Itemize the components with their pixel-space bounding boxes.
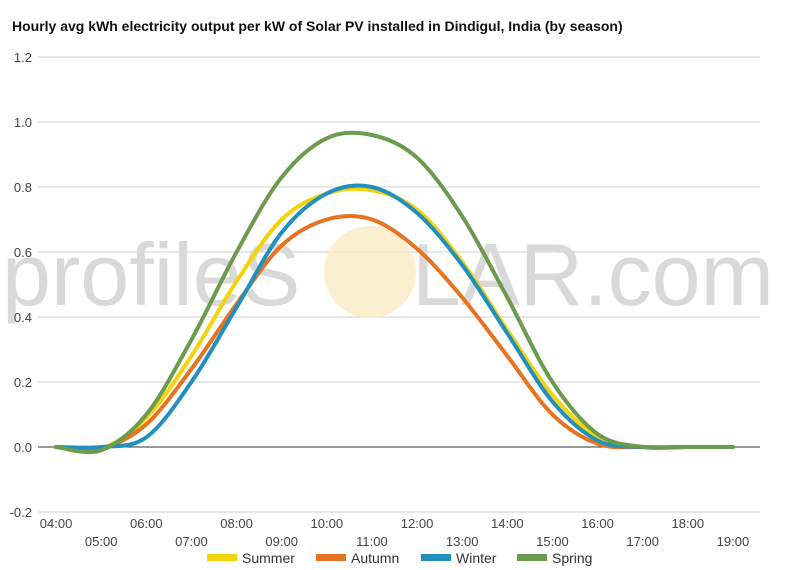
legend-item-autumn: Autumn bbox=[316, 550, 399, 566]
series-line-winter bbox=[54, 183, 735, 450]
x-tick-label: 14:00 bbox=[491, 516, 524, 531]
x-tick-label: 13:00 bbox=[446, 534, 479, 549]
legend-swatch bbox=[421, 554, 451, 561]
x-tick-label: 16:00 bbox=[581, 516, 614, 531]
watermark-sun bbox=[324, 226, 416, 318]
x-tick-label: 11:00 bbox=[356, 534, 388, 549]
x-tick-label: 12:00 bbox=[401, 516, 434, 531]
x-tick-label: 04:00 bbox=[40, 516, 73, 531]
x-tick-label: 05:00 bbox=[85, 534, 118, 549]
series-lines bbox=[54, 130, 735, 455]
legend-label: Summer bbox=[242, 550, 295, 566]
x-tick-label: 08:00 bbox=[220, 516, 253, 531]
y-tick-label: -0.2 bbox=[10, 505, 32, 520]
y-axis: -0.2 0.0 0.2 0.4 0.6 0.8 1.0 1.2 bbox=[10, 50, 32, 520]
gridlines bbox=[38, 56, 760, 513]
y-tick-label: 0.6 bbox=[14, 245, 32, 260]
series-line-spring bbox=[54, 130, 735, 455]
legend-label: Autumn bbox=[351, 550, 399, 566]
y-tick-label: 0.4 bbox=[14, 310, 32, 325]
x-tick-label: 18:00 bbox=[672, 516, 705, 531]
legend-item-summer: Summer bbox=[207, 550, 295, 566]
watermark: profileS LAR.com bbox=[2, 225, 774, 324]
x-tick-label: 17:00 bbox=[626, 534, 659, 549]
x-tick-label: 06:00 bbox=[130, 516, 163, 531]
x-tick-label: 07:00 bbox=[175, 534, 208, 549]
chart-title: Hourly avg kWh electricity output per kW… bbox=[12, 18, 623, 34]
x-tick-label: 10:00 bbox=[311, 516, 344, 531]
legend-item-winter: Winter bbox=[421, 550, 497, 566]
legend-swatch bbox=[207, 554, 237, 561]
legend-swatch bbox=[316, 554, 346, 561]
legend-swatch bbox=[517, 554, 547, 561]
legend-label: Winter bbox=[456, 550, 497, 566]
watermark-text-right: LAR.com bbox=[412, 225, 774, 324]
y-tick-label: 0.8 bbox=[14, 180, 32, 195]
y-tick-label: 1.0 bbox=[14, 115, 32, 130]
legend-item-spring: Spring bbox=[517, 550, 592, 566]
watermark-text-left: profileS bbox=[2, 225, 300, 324]
y-tick-label: 1.2 bbox=[14, 50, 32, 65]
legend-label: Spring bbox=[552, 550, 592, 566]
y-tick-label: 0.0 bbox=[14, 440, 32, 455]
x-axis: 04:00 05:00 06:00 07:00 08:00 09:00 10:00 11:00… bbox=[40, 516, 749, 549]
x-tick-label: 19:00 bbox=[717, 534, 750, 549]
legend: Summer Autumn Winter Spring bbox=[207, 550, 592, 566]
x-tick-label: 09:00 bbox=[265, 534, 298, 549]
y-tick-label: 0.2 bbox=[14, 375, 32, 390]
x-tick-label: 15:00 bbox=[536, 534, 569, 549]
